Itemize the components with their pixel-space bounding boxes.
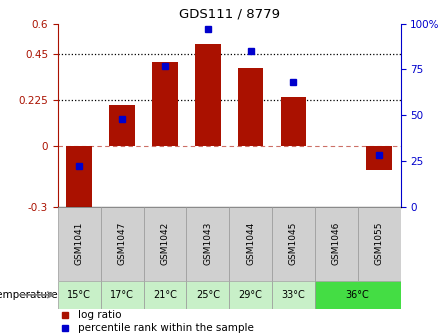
- Bar: [315, 281, 400, 309]
- Bar: [358, 207, 400, 281]
- Text: 21°C: 21°C: [153, 290, 177, 300]
- Bar: [272, 281, 315, 309]
- Text: 36°C: 36°C: [346, 290, 369, 300]
- Bar: [229, 281, 272, 309]
- Bar: [152, 62, 178, 145]
- Title: GDS111 / 8779: GDS111 / 8779: [179, 8, 279, 21]
- Text: log ratio: log ratio: [78, 310, 122, 320]
- Bar: [229, 207, 272, 281]
- Text: percentile rank within the sample: percentile rank within the sample: [78, 323, 254, 333]
- Bar: [366, 145, 392, 170]
- Text: GSM1044: GSM1044: [246, 222, 255, 265]
- Bar: [58, 207, 101, 281]
- Bar: [101, 281, 143, 309]
- Text: GSM1047: GSM1047: [117, 222, 126, 265]
- Bar: [143, 281, 186, 309]
- Bar: [101, 207, 143, 281]
- Bar: [58, 281, 101, 309]
- Text: GSM1041: GSM1041: [75, 222, 84, 265]
- Text: 17°C: 17°C: [110, 290, 134, 300]
- Bar: [272, 207, 315, 281]
- Bar: [195, 44, 221, 145]
- Text: GSM1045: GSM1045: [289, 222, 298, 265]
- Text: GSM1043: GSM1043: [203, 222, 212, 265]
- Bar: [109, 105, 135, 145]
- Bar: [315, 207, 358, 281]
- Text: 25°C: 25°C: [196, 290, 220, 300]
- Bar: [186, 281, 229, 309]
- Text: 29°C: 29°C: [239, 290, 263, 300]
- Bar: [66, 145, 92, 211]
- Text: GSM1042: GSM1042: [161, 222, 170, 265]
- Text: GSM1055: GSM1055: [375, 222, 384, 265]
- Text: 15°C: 15°C: [67, 290, 91, 300]
- Text: temperature: temperature: [0, 290, 58, 300]
- Bar: [143, 207, 186, 281]
- Bar: [238, 68, 263, 145]
- Bar: [186, 207, 229, 281]
- Text: 33°C: 33°C: [282, 290, 305, 300]
- Bar: [281, 97, 306, 145]
- Text: GSM1046: GSM1046: [332, 222, 341, 265]
